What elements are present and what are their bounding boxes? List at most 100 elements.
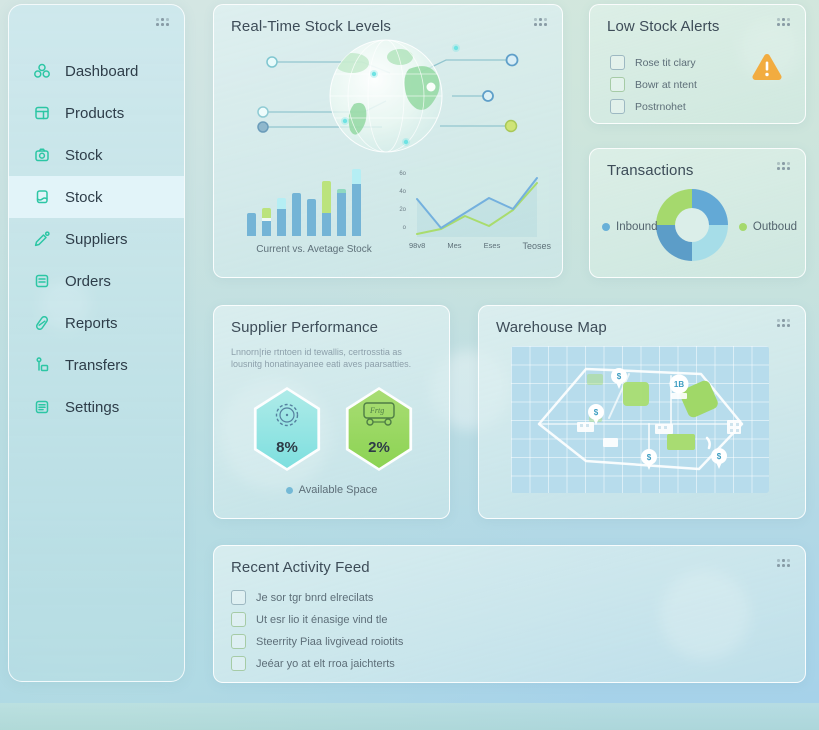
activity-item: Steerrity Piaa livgivead roiotits — [231, 634, 403, 649]
network-nodes — [257, 53, 519, 133]
svg-text:1B: 1B — [674, 380, 684, 389]
warning-triangle-icon — [752, 53, 782, 80]
svg-text:$: $ — [717, 452, 722, 461]
card-title: Low Stock Alerts — [607, 18, 720, 35]
drag-handle-icon[interactable] — [777, 162, 792, 172]
transfers-icon — [33, 356, 51, 374]
activity-item-label: Steerrity Piaa livgivead roiotits — [256, 635, 404, 648]
svg-text:$: $ — [617, 372, 622, 381]
sidebar-item-label: Transfers — [65, 356, 128, 374]
card-real-time-stock-levels: Real-Time Stock Levels — [213, 4, 563, 278]
supplier-hexagon-delivery: Frtg 2% — [343, 387, 415, 471]
stock-bar — [277, 198, 286, 236]
y-tick: o — [402, 225, 406, 231]
glow-dots — [341, 44, 460, 146]
legend-label: Available Space — [298, 484, 378, 496]
dashboard-icon — [33, 62, 51, 80]
checkbox[interactable] — [231, 590, 246, 605]
orders-icon — [33, 272, 51, 290]
legend-dot — [285, 486, 293, 494]
donut-hole — [675, 208, 709, 242]
checkbox[interactable] — [231, 612, 246, 627]
stock-bar — [352, 169, 361, 236]
sidebar-item-dashboard[interactable]: Dashboard — [9, 50, 184, 92]
hexagon-value: 8% — [276, 439, 298, 456]
drag-handle-icon[interactable] — [156, 18, 171, 28]
drag-handle-icon[interactable] — [534, 18, 549, 28]
sidebar-item-stock[interactable]: Stock — [9, 134, 184, 176]
card-recent-activity-feed: Recent Activity Feed Je sor tgr bnrd elr… — [213, 545, 806, 683]
legend-inbound: Inbound — [602, 221, 658, 233]
alert-item-label: Bowr at ntent — [635, 78, 697, 91]
sidebar-item-suppliers[interactable]: Suppliers — [9, 218, 184, 260]
sidebar-item-label: Dashboard — [65, 62, 139, 80]
alert-list: Rose tit clary Bowr at ntent Postrnohet — [610, 55, 697, 114]
card-title: Transactions — [607, 162, 694, 179]
sidebar-item-label: Suppliers — [65, 230, 128, 248]
activity-item-label: Jeéar yo at elt rroa jaichterts — [256, 657, 395, 670]
alert-item: Rose tit clary — [610, 55, 697, 70]
warehouse-map-illustration: $ $ 1B $ $ — [537, 367, 744, 471]
activity-item: Je sor tgr bnrd elrecilats — [231, 590, 403, 605]
sidebar-item-settings[interactable]: Settings — [9, 386, 184, 428]
line-chart-x-axis: 98v8 Mes Eses Teoses — [409, 241, 551, 251]
sidebar-item-stock-active[interactable]: Stock — [9, 176, 184, 218]
checkbox[interactable] — [231, 634, 246, 649]
sidebar-item-label: Stock — [65, 146, 103, 164]
stock-bar — [337, 189, 346, 236]
activity-item: Ut esr lio it énasige vind tle — [231, 612, 403, 627]
settings-icon — [33, 398, 51, 416]
stock-line-chart — [409, 167, 549, 239]
sidebar-item-orders[interactable]: Orders — [9, 260, 184, 302]
checkbox[interactable] — [610, 55, 625, 70]
x-tick: Eses — [483, 241, 501, 250]
y-tick: 4o — [399, 189, 406, 195]
transactions-donut-chart — [656, 189, 728, 261]
card-warehouse-map: Warehouse Map — [478, 305, 806, 519]
sidebar-nav: Dashboard Products Stock Stock — [9, 50, 184, 428]
truck-icon: Frtg — [343, 398, 415, 430]
stock-bar — [322, 181, 331, 236]
sidebar-item-reports[interactable]: Reports — [9, 302, 184, 344]
legend-dot — [602, 223, 610, 231]
y-tick: 2o — [399, 207, 406, 213]
stock-bar — [247, 213, 256, 236]
sidebar-item-label: Reports — [65, 314, 118, 332]
drag-handle-icon[interactable] — [777, 319, 792, 329]
supplier-hexagon-quality: 8% — [251, 387, 323, 471]
reports-icon — [33, 314, 51, 332]
alert-item: Bowr at ntent — [610, 77, 697, 92]
activity-item: Jeéar yo at elt rroa jaichterts — [231, 656, 403, 671]
svg-text:Frtg: Frtg — [369, 406, 384, 415]
storage-zones — [587, 374, 718, 450]
drag-handle-icon[interactable] — [777, 18, 792, 28]
svg-text:$: $ — [594, 408, 599, 417]
stock-bar — [307, 199, 316, 236]
activity-list: Je sor tgr bnrd elrecilats Ut esr lio it… — [231, 590, 403, 671]
map-pin: $ — [588, 404, 604, 425]
legend-label: Outboud — [752, 221, 797, 233]
checkbox[interactable] — [610, 99, 625, 114]
hexagon-fill — [256, 390, 318, 468]
stock-bar-chart — [247, 169, 361, 236]
legend-dot — [738, 223, 747, 231]
hexagon-value: 2% — [368, 439, 390, 456]
stock-bar — [262, 208, 271, 236]
map-pin: $ — [641, 449, 657, 470]
drag-handle-icon[interactable] — [777, 559, 792, 569]
card-title: Supplier Performance — [231, 319, 379, 336]
checkbox[interactable] — [610, 77, 625, 92]
legend-available-space: Available Space — [214, 484, 449, 496]
sidebar-item-products[interactable]: Products — [9, 92, 184, 134]
sidebar-item-transfers[interactable]: Transfers — [9, 344, 184, 386]
legend-label: Inbound — [616, 221, 658, 233]
line-chart-svg — [416, 177, 538, 237]
bottom-band — [0, 703, 819, 730]
stock-camera-icon — [33, 146, 51, 164]
checkbox[interactable] — [231, 656, 246, 671]
warehouse-map-canvas[interactable]: $ $ 1B $ $ — [511, 346, 769, 493]
products-icon — [33, 104, 51, 122]
sidebar-item-label: Orders — [65, 272, 111, 290]
x-tick: Mes — [447, 241, 462, 250]
